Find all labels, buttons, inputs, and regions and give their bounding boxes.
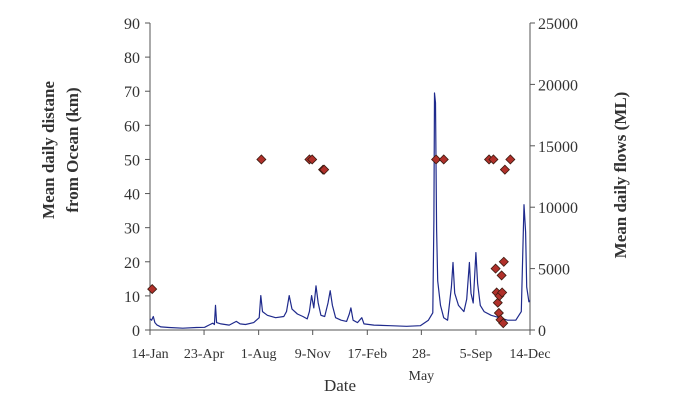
left-y-axis-title-line2: from Ocean (km) (63, 87, 82, 212)
left-axis-tick-label: 40 (124, 187, 140, 204)
x-axis-tick-label-secondary: May (409, 369, 435, 384)
left-y-axis-title-line1: Mean daily distane (39, 81, 58, 219)
distance-marker (497, 287, 508, 298)
x-axis-tick-label: 23-Apr (184, 347, 225, 362)
left-axis-tick-label: 0 (132, 323, 140, 340)
distance-marker (307, 154, 318, 165)
flow-series (149, 92, 531, 329)
x-axis-tick-label: 17-Feb (347, 347, 387, 362)
distance-marker (147, 284, 158, 295)
distance-marker (490, 263, 501, 274)
x-axis-tick-label: 1-Aug (241, 347, 277, 362)
distance-marker (498, 256, 509, 267)
left-axis-tick-label: 50 (124, 152, 140, 169)
left-axis-tick-label: 80 (124, 50, 140, 67)
distance-series (147, 154, 516, 329)
right-y-axis: 0 5000 10000 15000 20000 25000 (530, 16, 578, 340)
distance-marker (496, 270, 507, 281)
distance-marker (492, 297, 503, 308)
left-axis-tick-label: 60 (124, 118, 140, 135)
distance-marker (431, 154, 442, 165)
left-axis-tick-label: 10 (124, 289, 140, 306)
flow-line (149, 92, 531, 329)
right-y-axis-title: Mean daily flows (ML) (611, 92, 630, 259)
left-axis-tick-label: 20 (124, 255, 140, 272)
left-axis-tick-label: 70 (124, 84, 140, 101)
distance-marker (438, 154, 449, 165)
x-axis-tick-label: 14-Jan (131, 347, 168, 362)
x-axis-title: Date (324, 376, 356, 395)
distance-marker (499, 164, 510, 175)
distance-marker (498, 318, 509, 329)
x-axis-tick-label: 28- (412, 347, 431, 362)
right-axis-tick-label: 10000 (538, 200, 578, 217)
right-axis-tick-label: 0 (538, 323, 546, 340)
distance-marker (488, 154, 499, 165)
distance-marker (505, 154, 516, 165)
x-axis-tick-label: 5-Sep (460, 347, 493, 362)
left-y-axis: 0 10 20 30 40 50 60 70 80 90 (124, 16, 150, 340)
distance-marker (319, 164, 330, 175)
left-axis-tick-label: 30 (124, 221, 140, 238)
x-axis-tick-label: 14-Dec (509, 347, 550, 362)
left-axis-tick-label: 90 (124, 16, 140, 33)
right-axis-tick-label: 20000 (538, 77, 578, 94)
x-axis: 14-Jan 23-Apr 1-Aug 9-Nov 17-Feb 28- 5-Sep 14-D… (131, 330, 551, 384)
x-axis-tick-label: 9-Nov (295, 347, 331, 362)
distance-marker (256, 154, 267, 165)
right-axis-tick-label: 15000 (538, 139, 578, 156)
plot-frame (149, 23, 531, 331)
right-axis-tick-label: 5000 (538, 262, 570, 279)
right-axis-tick-label: 25000 (538, 16, 578, 33)
